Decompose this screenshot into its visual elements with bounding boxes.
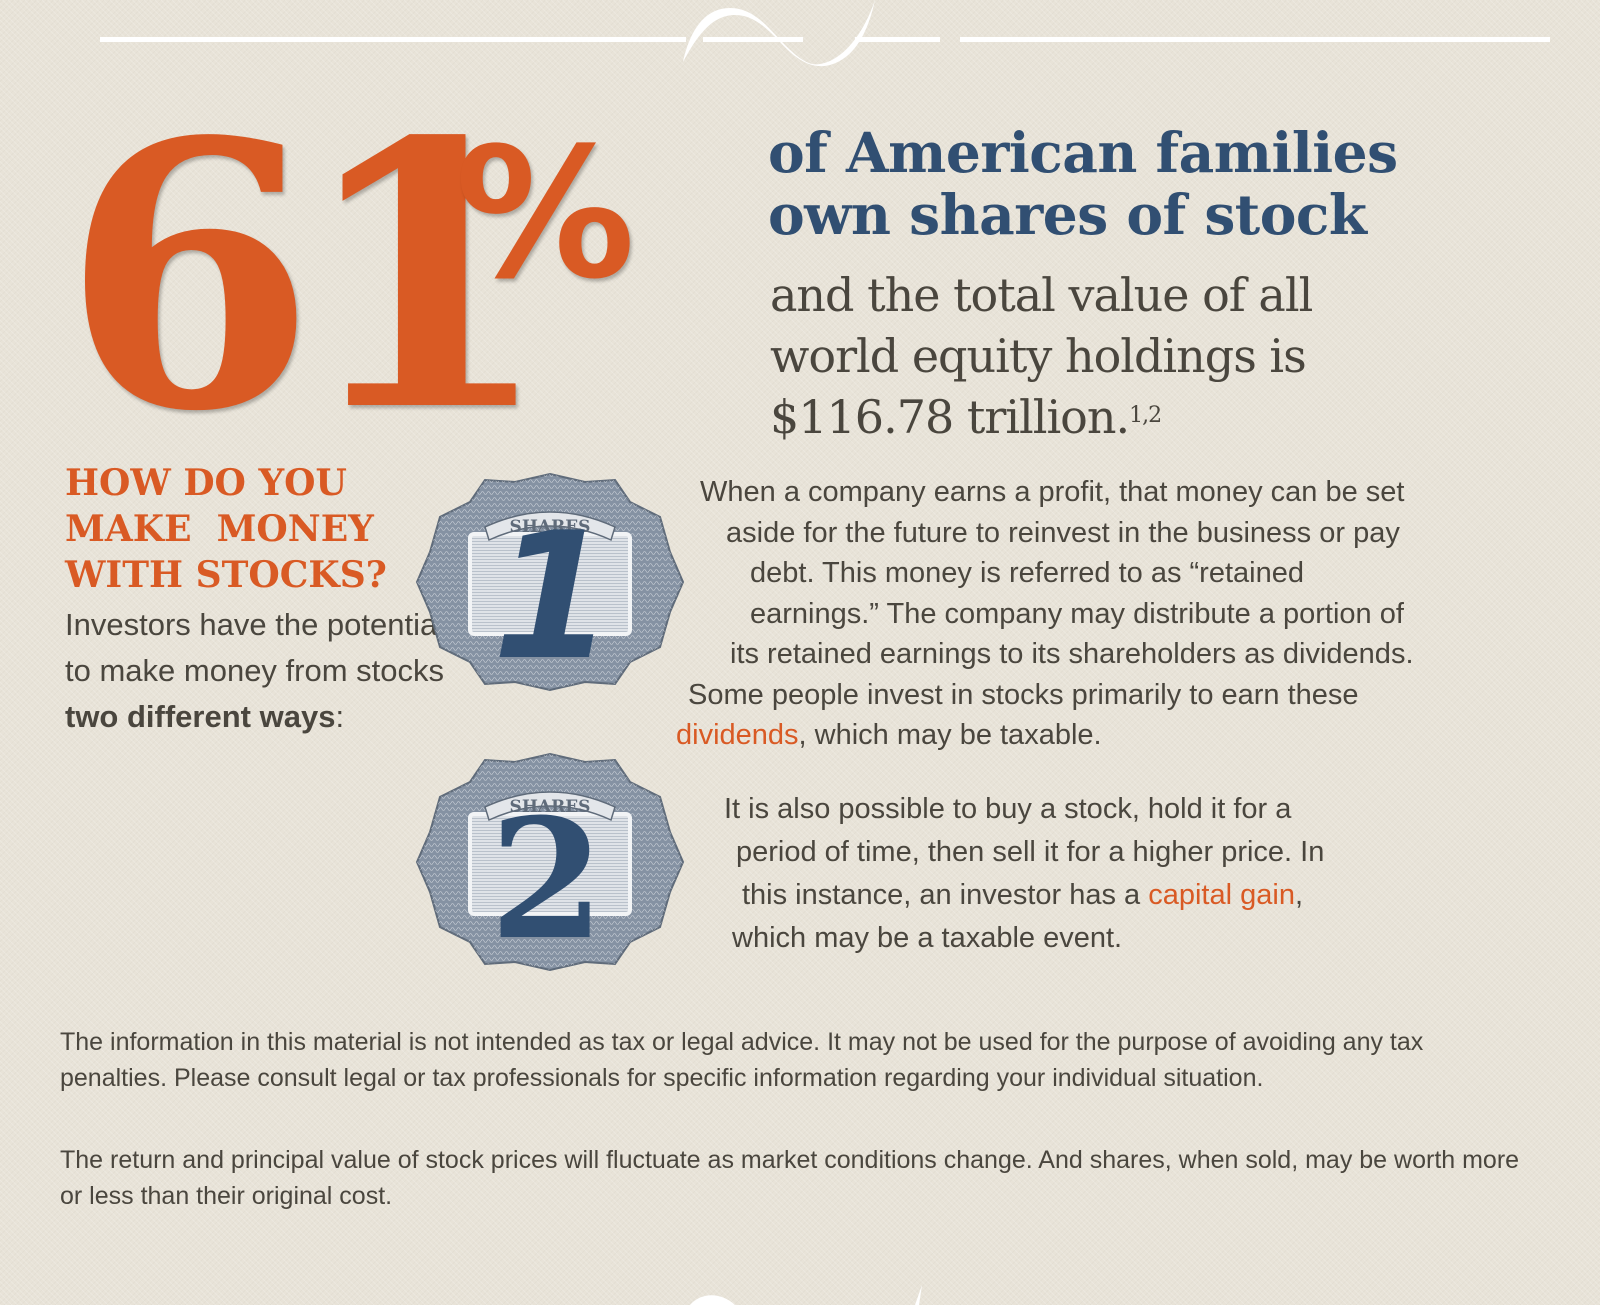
way-2-line-end: , <box>1294 879 1304 911</box>
disclaimer-tax: The information in this material is not … <box>60 1028 1424 1092</box>
way-1-line: aside for the future to reinvest in the … <box>726 516 1400 549</box>
way-1-line: earnings.” The company may distribute a … <box>750 597 1404 630</box>
stat-percent-sign: % <box>455 110 636 319</box>
section-title-line: WITH STOCKS? <box>65 554 387 596</box>
intro-text-end: : <box>335 699 345 734</box>
way-2-line-start: this instance, an investor has a <box>742 879 1149 911</box>
svg-text:SHARES: SHARES <box>510 797 591 817</box>
subhead-line: and the total value of all <box>770 268 1313 322</box>
way-2-line: period of time, then sell it for a highe… <box>736 836 1325 868</box>
way-1-description: When a company earns a profit, that mone… <box>676 472 1506 756</box>
subhead-line: $116.78 trillion.1,2 <box>770 387 1470 448</box>
stat-headline: of American families own shares of stock <box>768 120 1398 247</box>
divider-line-right <box>960 37 1550 42</box>
svg-text:SHARES: SHARES <box>510 517 591 537</box>
intro-text-bold: two different ways <box>65 699 336 734</box>
disclaimer-market: The return and principal value of stock … <box>60 1146 1520 1210</box>
way-1-line: Some people invest in stocks primarily t… <box>688 678 1359 711</box>
svg-text:1: 1 <box>492 496 614 692</box>
way-1-line: dividends, which may be taxable. <box>676 715 1506 756</box>
way-1-line: When a company earns a profit, that mone… <box>700 476 1405 508</box>
shares-certificate-badge-1-icon: SHARES 1 <box>415 472 685 692</box>
bottom-swash-ornament-icon <box>690 1285 922 1305</box>
divider-line-mid2 <box>855 37 940 42</box>
way-2-line: this instance, an investor has a capital… <box>724 874 1464 917</box>
divider-line-left <box>100 37 686 42</box>
footnote-ref: 1,2 <box>1129 403 1162 428</box>
way-2-line: It is also possible to buy a stock, hold… <box>724 793 1292 825</box>
dividends-highlight: dividends <box>676 719 799 751</box>
way-1-line: debt. This money is referred to as “reta… <box>750 557 1304 589</box>
intro-text-start: Investors have the potential to make mon… <box>65 607 445 688</box>
shares-certificate-badge-2-icon: SHARES 2 <box>415 752 685 972</box>
section-title-line: HOW DO YOU <box>65 462 347 504</box>
section-title-line: MAKE MONEY <box>65 508 374 550</box>
section-title: HOW DO YOU MAKE MONEY WITH STOCKS? <box>65 460 445 598</box>
capital-gain-highlight: capital gain <box>1148 879 1295 911</box>
stat-subhead: and the total value of all world equity … <box>770 265 1470 448</box>
way-1-line-end: , which may be taxable. <box>798 719 1102 751</box>
divider-line-mid <box>703 37 803 42</box>
way-2-line: which may be a taxable event. <box>732 922 1123 954</box>
intro-text: Investors have the potential to make mon… <box>65 602 445 740</box>
swash-ornament-icon <box>683 0 875 67</box>
way-2-description: It is also possible to buy a stock, hold… <box>724 788 1464 960</box>
way-1-line: its retained earnings to its shareholder… <box>730 638 1414 670</box>
subhead-line: world equity holdings is <box>770 329 1307 383</box>
stat-number: 61 <box>62 63 552 492</box>
svg-text:2: 2 <box>490 782 605 972</box>
subhead-line-text: $116.78 trillion. <box>770 390 1130 444</box>
